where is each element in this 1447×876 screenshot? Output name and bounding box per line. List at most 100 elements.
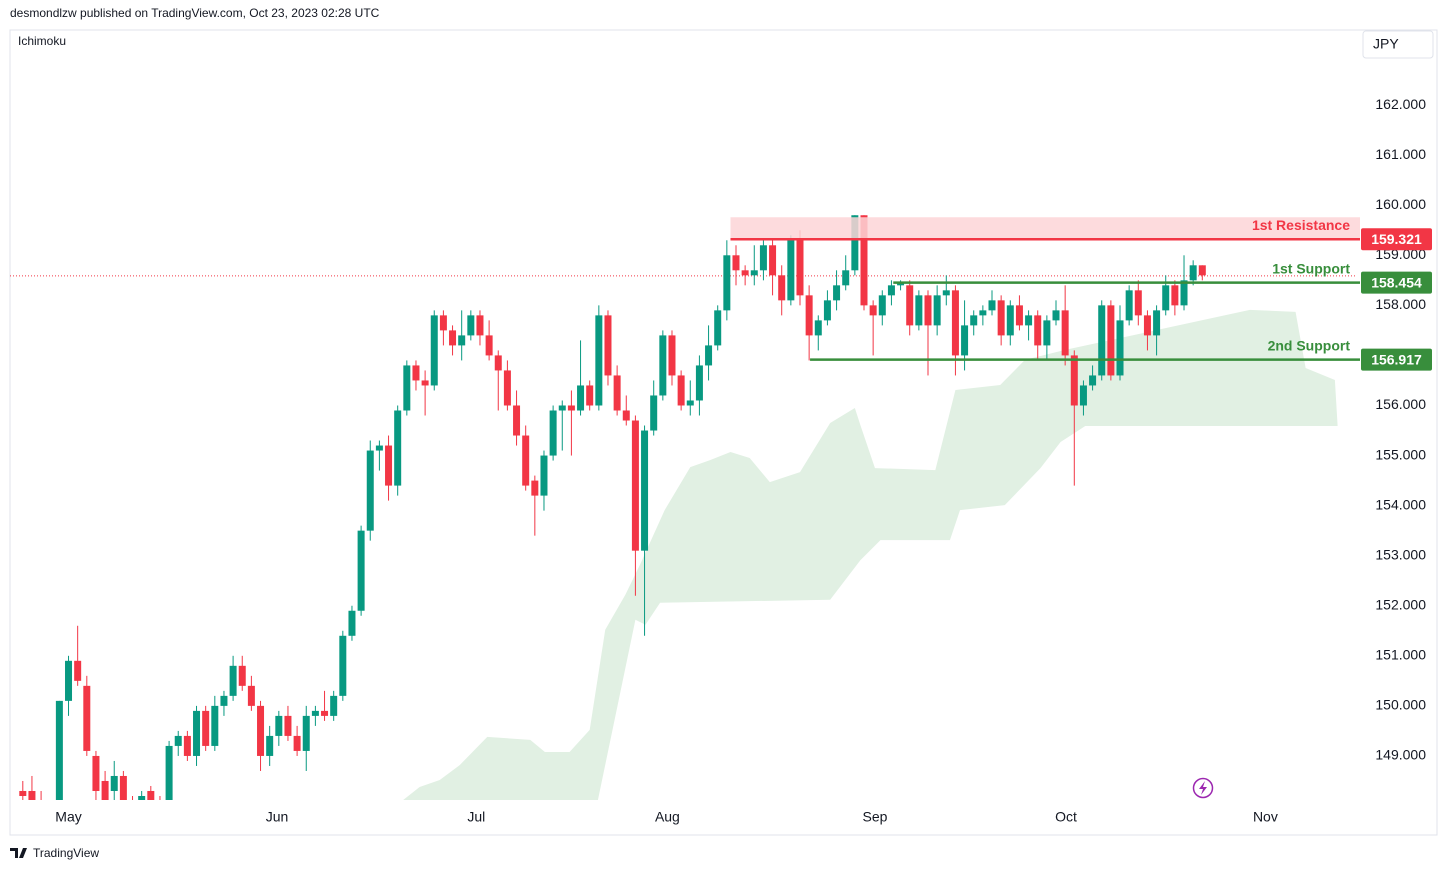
level-label: 2nd Support [1268,337,1351,353]
candle-body [586,385,594,406]
candle-body [83,685,91,751]
candle-body [92,755,100,791]
candle-body [1043,320,1051,346]
candle-body [439,315,447,331]
candle-body [257,705,265,756]
candle-body [1089,375,1097,386]
candle-body [403,365,411,411]
candle-body [19,790,27,796]
y-tick-label: 149.000 [1375,747,1426,763]
candle-body [1034,315,1042,346]
candle-body [631,420,639,551]
x-tick-label: Jun [266,809,289,825]
candle-body [330,695,338,716]
y-tick-label: 153.000 [1375,546,1426,562]
candle-body [385,445,393,486]
candle-body [1143,315,1151,336]
candle-body [284,715,292,736]
candle-body [412,365,420,381]
candle-body [138,795,146,800]
price-tag [1361,228,1432,251]
candle-body [677,375,685,406]
price-tag [1361,348,1432,371]
candle-body [147,790,155,800]
candle-body [293,735,301,751]
candle-body [595,315,603,406]
candle-body [1162,285,1170,311]
candle-body [458,335,466,346]
candle-body [65,660,73,701]
price-tag-label: 156.917 [1371,351,1422,367]
candle-body [641,430,649,551]
candle-body [266,735,274,756]
candle-body [558,405,566,411]
candle-body [906,285,914,326]
x-tick-label: Sep [863,809,888,825]
candle-body [1070,355,1078,406]
candle-body [732,255,740,271]
candle-body [1125,290,1133,321]
y-tick-label: 158.000 [1375,296,1426,312]
candle-body [183,735,191,756]
candle-body [604,315,612,376]
candle-body [723,255,731,311]
candle-body [1116,320,1124,376]
candle-body [1198,265,1206,276]
candle-body [503,370,511,406]
candle-body [540,455,548,496]
candle-body [549,410,557,456]
candle-body [622,410,630,421]
candle-body [741,270,749,276]
ichimoku-cloud [350,309,1338,800]
y-tick-label: 151.000 [1375,647,1426,663]
candle-body [101,780,109,800]
candle-body [842,270,850,286]
x-tick-label: May [55,809,81,825]
candle-body [997,300,1005,336]
currency[interactable]: JPY [1373,36,1399,52]
candle-body [394,410,402,486]
candle-body [467,315,475,336]
candle-body [348,610,356,636]
level-label: 1st Support [1272,260,1350,276]
candle-body [485,335,493,356]
candle-body [119,775,127,800]
candle-body [211,705,219,746]
candle-body [860,215,868,306]
candle-body [1180,280,1188,306]
candle-body [55,700,63,800]
y-tick-label: 152.000 [1375,596,1426,612]
alert-icon[interactable] [1192,777,1214,799]
candle-body [366,450,374,531]
candle-body [951,290,959,356]
candle-body [714,310,722,346]
candle-body [1153,310,1161,336]
candle-body [513,405,521,436]
candle-body [933,295,941,326]
candle-body [577,385,585,411]
candle-body [851,215,859,271]
candle-body [750,270,758,276]
candle-body [805,295,813,336]
candle-body [28,790,36,800]
y-tick-label: 162.000 [1375,96,1426,112]
candle-body [979,310,987,316]
candle-body [1052,310,1060,321]
candle-body [302,715,310,751]
plot [10,215,1355,800]
currency-box[interactable] [1362,30,1434,59]
candle-body [220,695,228,706]
candle-body [247,685,255,706]
candle-body [1061,310,1069,356]
indicator: Ichimoku [18,34,66,48]
candle-body [1134,290,1142,316]
candle-body [769,245,777,276]
candle-body [339,635,347,696]
candle-body [357,530,365,611]
candle-body [814,320,822,336]
candle-body [202,710,210,746]
x-tick-label: Jul [467,809,485,825]
candle-body [1015,305,1023,326]
candle-body [275,715,283,736]
